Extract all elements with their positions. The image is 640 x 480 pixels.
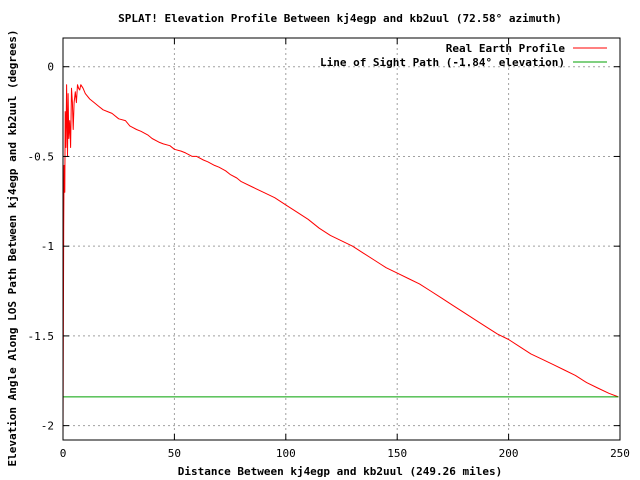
- chart-title: SPLAT! Elevation Profile Between kj4egp …: [118, 12, 562, 25]
- x-tick-label: 100: [276, 447, 296, 460]
- x-tick-label: 150: [387, 447, 407, 460]
- x-tick-label: 200: [499, 447, 519, 460]
- y-tick-label: 0: [47, 61, 54, 74]
- x-tick-label: 0: [60, 447, 67, 460]
- y-tick-label: -2: [41, 420, 54, 433]
- x-axis-label: Distance Between kj4egp and kb2uul (249.…: [178, 465, 503, 478]
- series-layer: [62, 84, 619, 439]
- y-axis-label: Elevation Angle Along LOS Path Between k…: [6, 29, 19, 466]
- grid-lines: [63, 38, 620, 440]
- y-tick-label: -0.5: [28, 150, 55, 163]
- x-tick-label: 250: [610, 447, 630, 460]
- series-line-1: [62, 84, 619, 439]
- x-tick-label: 50: [168, 447, 181, 460]
- legend-label-1: Real Earth Profile: [446, 42, 566, 55]
- legend-label-2: Line of Sight Path (-1.84° elevation): [320, 56, 565, 69]
- y-tick-label: -1: [41, 240, 54, 253]
- plot-frame: [62, 37, 621, 441]
- axis-ticks: 0 50 100 150 200 250 0 -0.5 -1 -1.5 -2: [28, 38, 630, 460]
- y-tick-label: -1.5: [28, 330, 55, 343]
